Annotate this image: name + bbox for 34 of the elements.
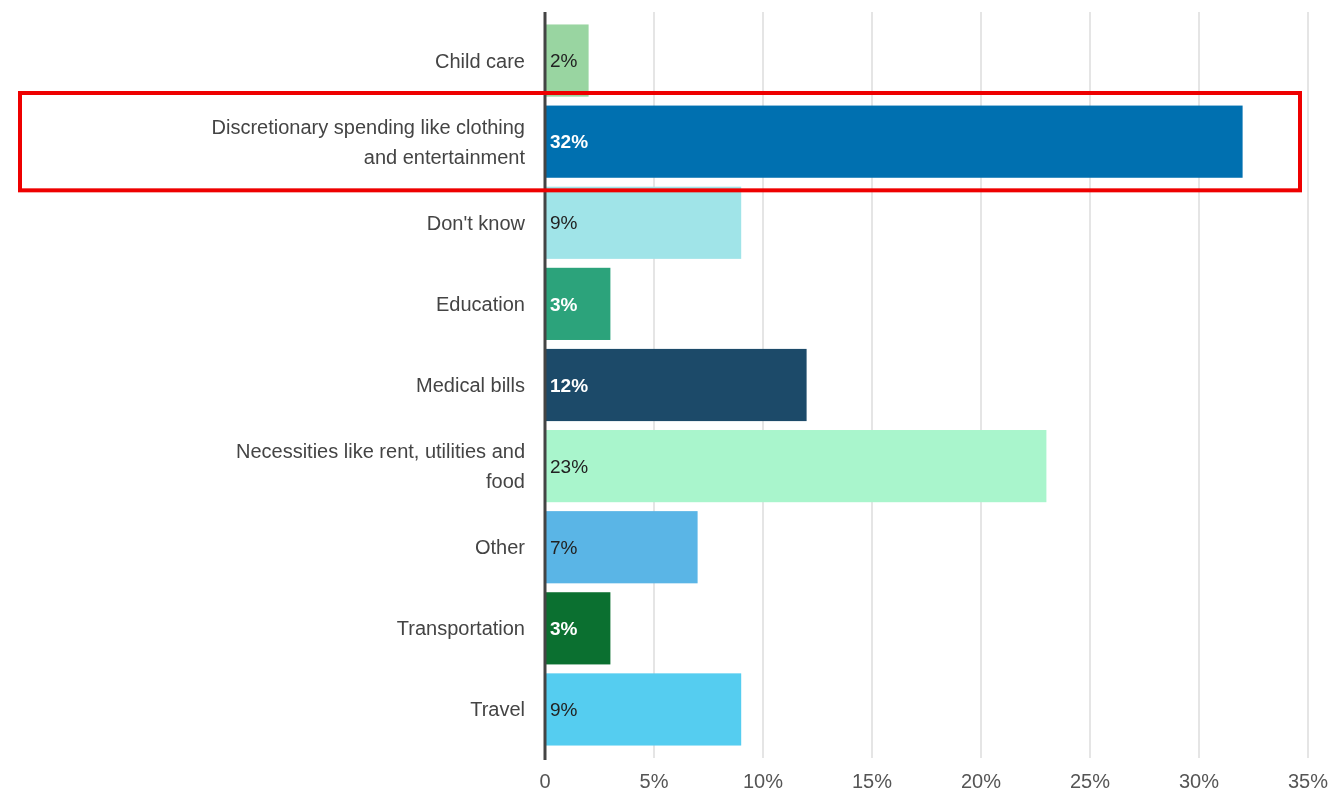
data-label: 12% (550, 374, 589, 396)
y-tick-label: Transportation (396, 617, 525, 640)
data-label: 3% (550, 617, 578, 639)
x-tick-label: 5% (639, 770, 669, 792)
x-tick-label: 15% (851, 770, 893, 792)
y-tick-label: Necessities like rent, utilities and food (235, 440, 525, 493)
y-tick-label: Don't know (426, 211, 526, 234)
y-tick-label: Education (436, 292, 525, 315)
data-label: 9% (550, 699, 578, 721)
x-tick-label: 20% (960, 770, 1002, 792)
bar (545, 592, 611, 665)
data-label: 9% (550, 212, 578, 234)
bar (545, 267, 611, 340)
y-tick-label: Travel (470, 698, 525, 721)
data-label: 7% (550, 536, 578, 558)
x-tick-label: 0 (539, 770, 551, 792)
data-label: 2% (550, 50, 578, 72)
x-tick-label: 10% (742, 770, 784, 792)
bar (545, 186, 742, 259)
data-label: 3% (550, 293, 578, 315)
x-tick-label: 30% (1178, 770, 1220, 792)
y-tick-label: Discretionary spending like clothing and entertainment (211, 115, 526, 168)
bar (545, 673, 742, 746)
bar (545, 511, 698, 584)
x-tick-label: 35% (1287, 770, 1329, 792)
data-label: 32% (550, 131, 589, 153)
bar (545, 105, 1243, 178)
bar (545, 430, 1047, 503)
bar (545, 348, 807, 422)
y-tick-label: Child care (434, 49, 525, 72)
data-label: 23% (550, 455, 589, 477)
y-tick-label: Medical bills (416, 374, 525, 396)
x-tick-label: 25% (1069, 770, 1111, 792)
y-tick-label: Other (474, 536, 526, 559)
